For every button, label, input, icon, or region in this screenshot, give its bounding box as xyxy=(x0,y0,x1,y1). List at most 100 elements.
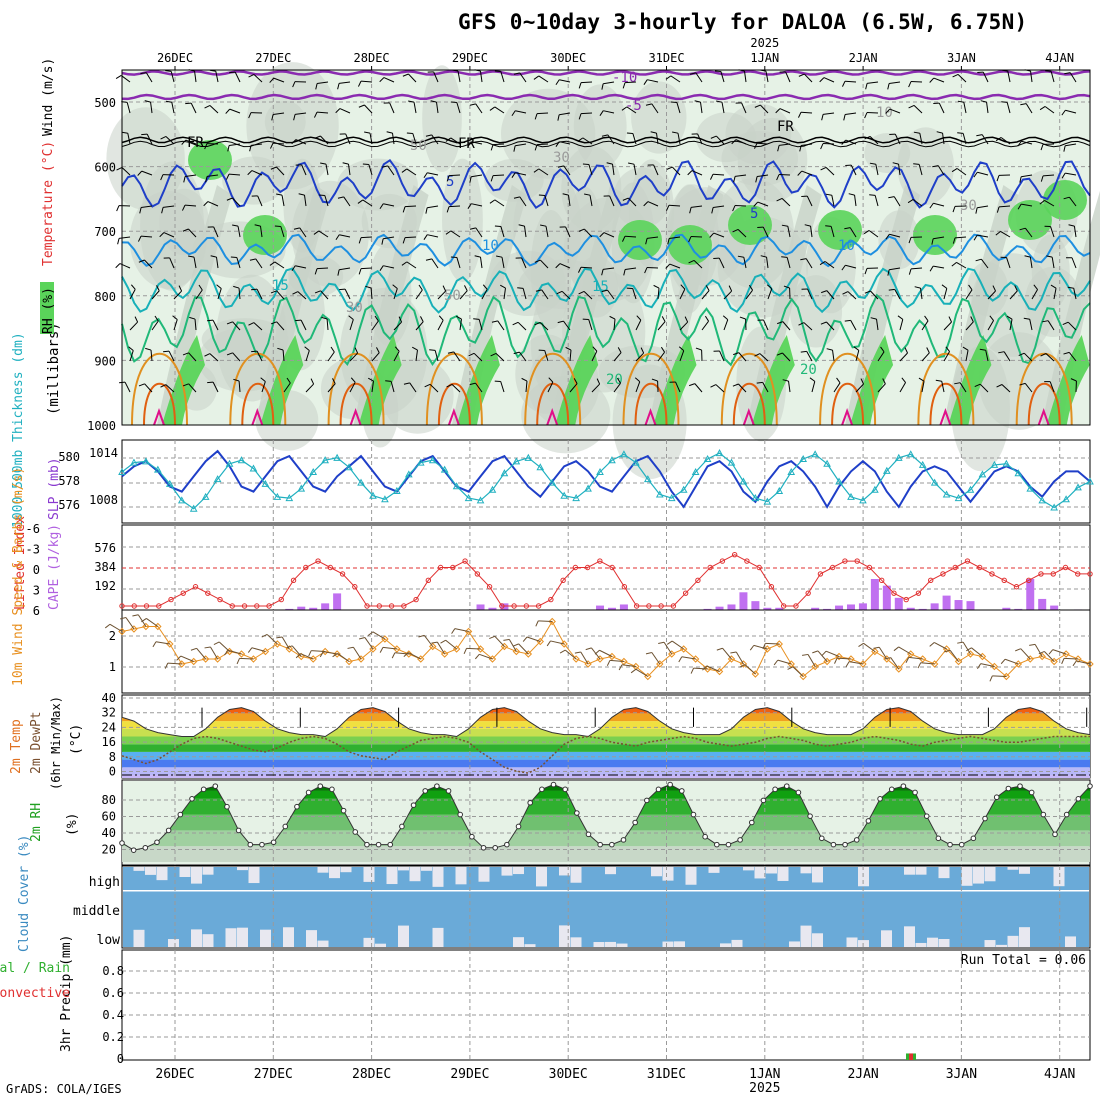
rh2m-point xyxy=(633,820,638,825)
wind-barb xyxy=(1045,71,1051,72)
cloud-low-block xyxy=(927,938,938,947)
rh2m-point xyxy=(365,842,370,847)
cape-bar xyxy=(966,601,974,610)
cape-bar xyxy=(1038,599,1046,610)
rh2m-point xyxy=(166,828,171,833)
rh2m-point xyxy=(668,782,673,787)
wind10m-barb xyxy=(527,637,540,642)
precip-panel-frame xyxy=(122,950,1090,1060)
precip-tick-label: 0.2 xyxy=(102,1030,124,1044)
cloud-low-block xyxy=(812,933,823,947)
cloud-high-block xyxy=(249,867,260,883)
wind10m-barb xyxy=(957,642,963,643)
temp-tick-label: 0 xyxy=(109,765,116,779)
wind10m-barb xyxy=(1062,658,1064,663)
wind10m-barb xyxy=(464,648,466,653)
wind-barb xyxy=(405,237,416,238)
cloud-high-block xyxy=(398,867,409,870)
rh-moist-region xyxy=(422,65,462,172)
legend-temp2m: 2m Temp xyxy=(9,719,24,774)
rh2m-point xyxy=(610,842,615,847)
slp-tick-label: 1014 xyxy=(89,446,118,460)
wind10m-barb xyxy=(392,653,395,658)
wind10m-barb xyxy=(309,651,312,656)
cloud-high-block xyxy=(318,867,329,873)
pressure-tick-label: 700 xyxy=(94,225,116,239)
bottom-date-label: 31DEC xyxy=(647,1067,686,1082)
cloud-high-block xyxy=(973,867,984,884)
wind10m-barb xyxy=(153,642,156,647)
cape-bar xyxy=(620,604,628,610)
rh2m-point xyxy=(353,830,358,835)
rh2m-point xyxy=(854,838,859,843)
rh2m-point xyxy=(470,834,475,839)
contour-label: 10 xyxy=(876,105,893,121)
wind10m-barb xyxy=(536,621,538,626)
wind10m-barb xyxy=(431,642,437,643)
li-tick-label: 0 xyxy=(33,563,40,577)
wind10m-barb xyxy=(373,632,385,639)
wind10m-barb xyxy=(513,644,519,646)
contour-label: FR xyxy=(458,136,475,152)
cloud-low-block xyxy=(939,939,950,947)
rh2m-point xyxy=(878,797,883,802)
cloud-low-block xyxy=(881,930,892,947)
pressure-axis-label: (millibars) xyxy=(46,322,62,415)
wind10m-barb xyxy=(864,643,875,651)
wind10m-barb xyxy=(723,648,732,659)
wind10m-barb xyxy=(802,654,808,655)
legend-dewpt2m: 2m DewPt xyxy=(29,711,44,774)
cloud-high-block xyxy=(237,867,248,870)
cloud-low-block xyxy=(996,945,1007,947)
cloud-high-block xyxy=(180,867,191,877)
wind10m-barb xyxy=(560,650,565,653)
cloud-high-block xyxy=(904,867,915,875)
wind10m-barb xyxy=(1015,649,1021,651)
pressure-tick-label: 1000 xyxy=(87,419,116,433)
cloud-high-block xyxy=(456,867,467,884)
wind10m-barb xyxy=(652,652,660,664)
top-date-label: 26DEC xyxy=(157,51,193,65)
cloud-low-block xyxy=(571,937,582,947)
wind10m-barb xyxy=(977,664,980,669)
precip-tick-label: 0.6 xyxy=(102,986,124,1000)
rh2m-point xyxy=(155,840,160,845)
wind-barb xyxy=(1001,102,1007,103)
rh2m-point xyxy=(586,832,591,837)
cape-bar xyxy=(1050,606,1058,610)
wind10m-barb xyxy=(276,637,282,638)
wind10m-barb xyxy=(586,648,592,650)
contour-label: 15 xyxy=(592,279,609,295)
rh2m-point xyxy=(1064,812,1069,817)
cape-tick-label: 384 xyxy=(94,560,116,574)
temp-tick-label: 16 xyxy=(102,735,116,749)
thickness-line xyxy=(122,453,1090,509)
wind10m-barb xyxy=(132,615,138,616)
rh2m-point xyxy=(575,811,580,816)
rh2m-point xyxy=(738,838,743,843)
wind10m-barb xyxy=(380,647,383,652)
rh2m-point xyxy=(330,787,335,792)
rh2m-point xyxy=(621,838,626,843)
wind10m-barb xyxy=(1021,649,1031,659)
legend-wind10m: 10m Wind Speed & Barbs (m/s) xyxy=(11,467,26,686)
wind10m-barb xyxy=(990,676,992,681)
cloud-high-block xyxy=(502,867,513,876)
cloud-high-block xyxy=(341,867,352,872)
wind10m-barb xyxy=(835,658,837,663)
cloud-low-block xyxy=(847,937,858,947)
cloud-layer-label: high xyxy=(89,875,120,890)
cape-bar xyxy=(1026,579,1034,610)
contour-label: 10 xyxy=(482,238,499,254)
cloud-low-block xyxy=(904,926,915,947)
bottom-date-label: 29DEC xyxy=(450,1067,489,1082)
cloud-low-block xyxy=(283,927,294,947)
top-date-label: 1JAN xyxy=(750,51,779,65)
cloud-low-block xyxy=(720,943,731,947)
top-date-label: 2JAN xyxy=(849,51,878,65)
cloud-low-block xyxy=(674,941,685,947)
cloud-high-block xyxy=(1054,867,1065,886)
wind-tick-label: 2 xyxy=(109,629,116,643)
wind10m-barb xyxy=(338,653,349,661)
cloud-high-block xyxy=(916,867,927,875)
